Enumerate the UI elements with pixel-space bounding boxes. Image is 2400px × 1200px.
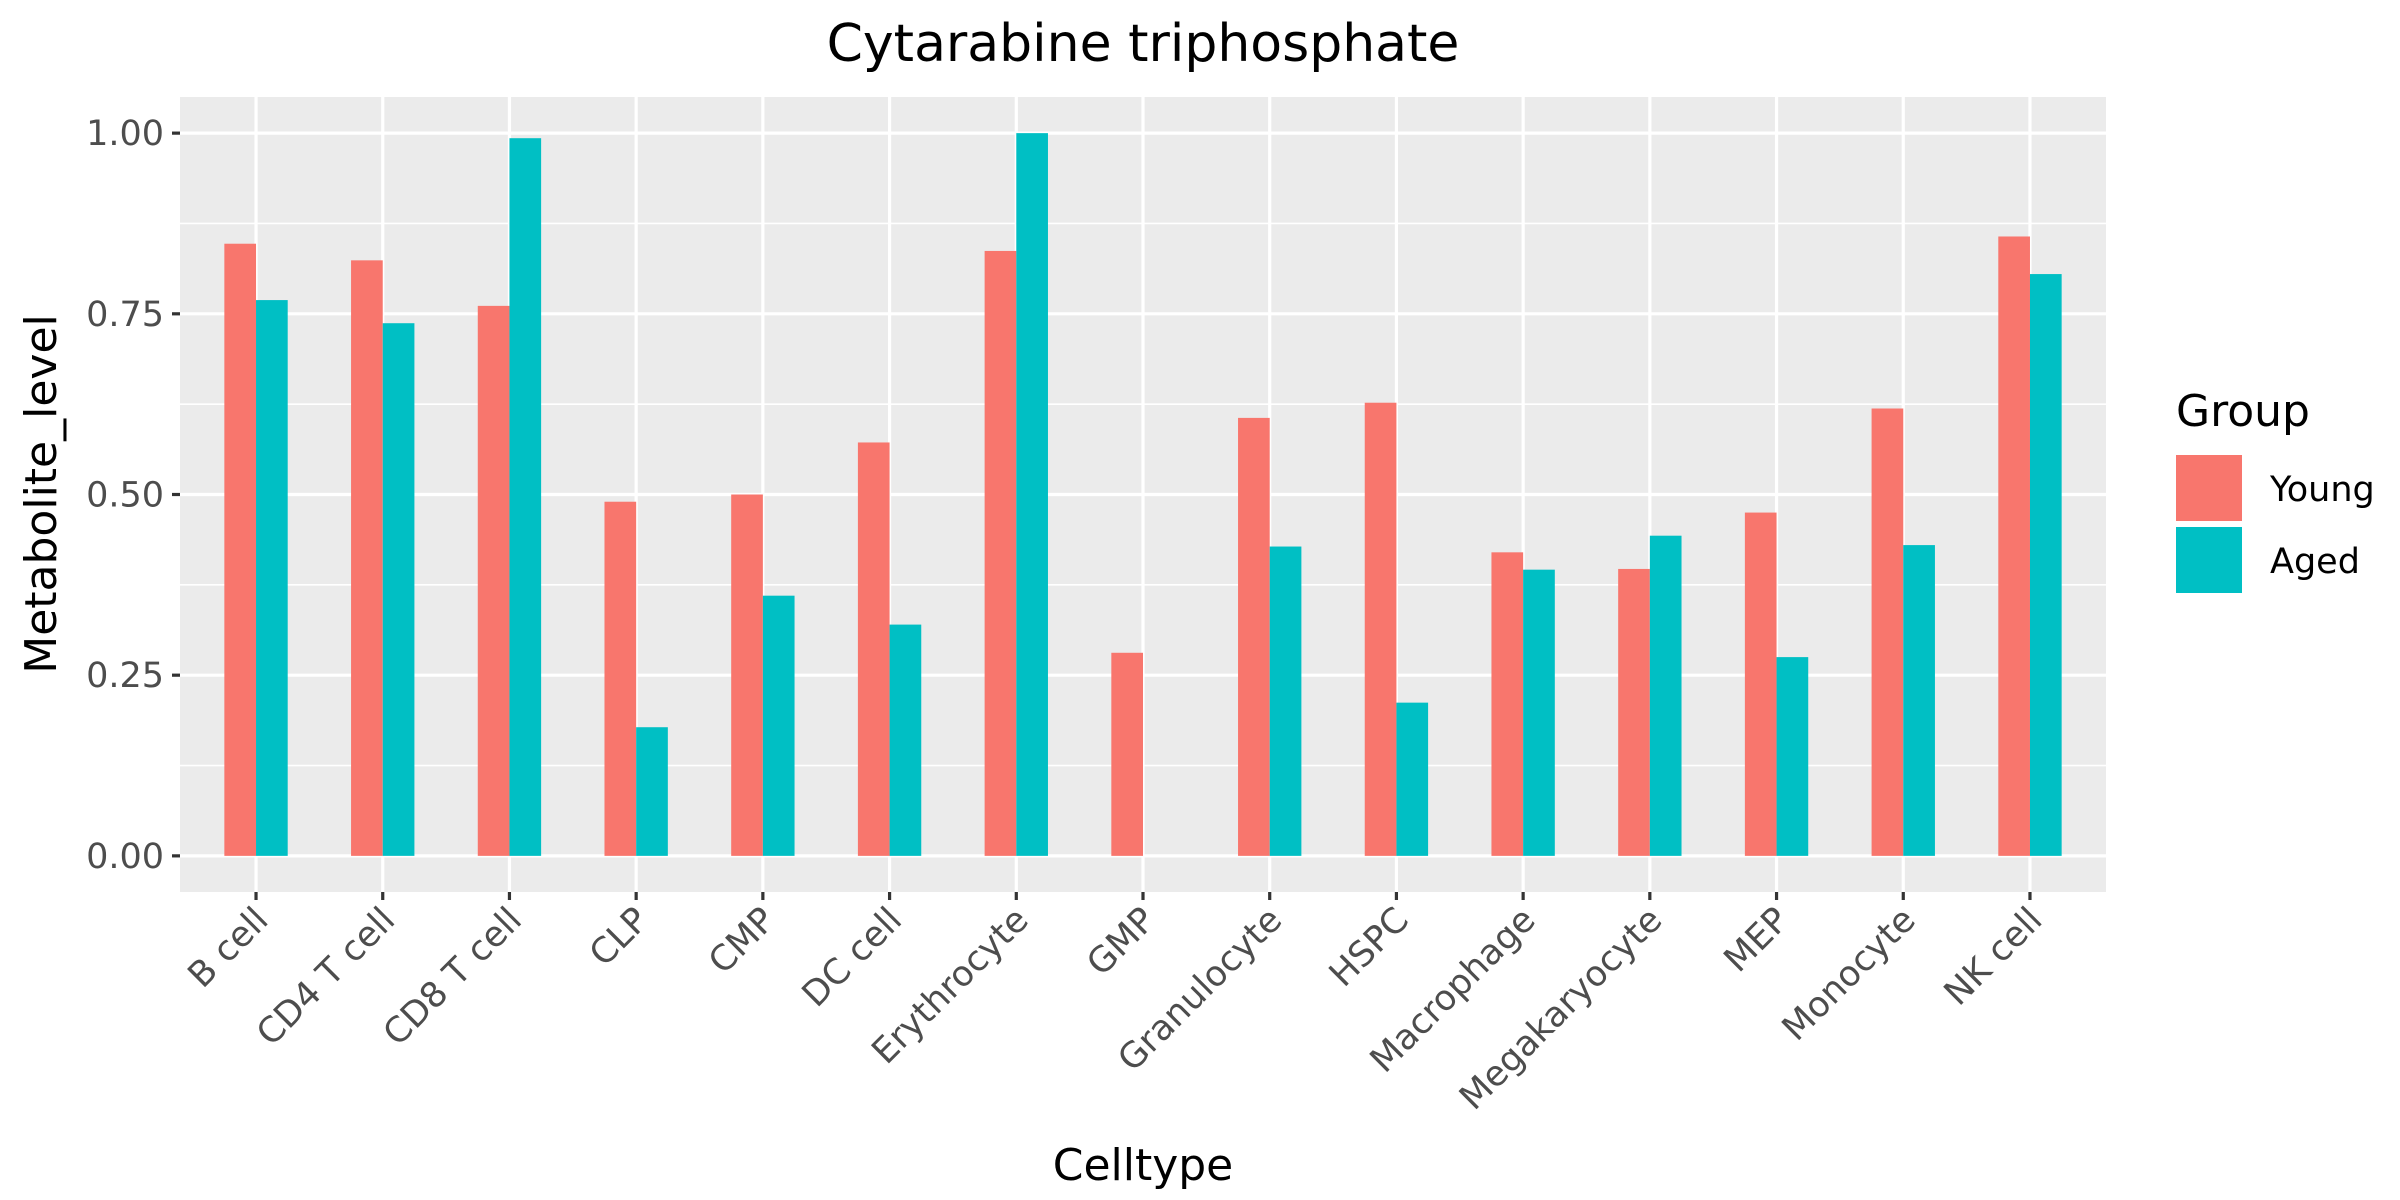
x-tick-label: Monocyte: [1775, 900, 1924, 1049]
legend-key-aged: [2176, 527, 2242, 593]
x-tick-label: HSPC: [1322, 900, 1417, 995]
bar-aged: [1523, 569, 1555, 856]
bar-young: [1364, 402, 1397, 856]
legend-title: Group: [2176, 386, 2310, 437]
bar-young: [1998, 236, 2030, 856]
bar-young: [1111, 652, 1143, 856]
bar-young: [1618, 568, 1650, 856]
y-axis-title: Metabolite_level: [16, 314, 67, 674]
bar-aged: [762, 595, 795, 856]
x-tick-label: CLP: [582, 900, 656, 974]
x-tick-label: NK cell: [1937, 900, 2050, 1013]
x-tick-label: GMP: [1080, 900, 1164, 984]
x-axis-title: Celltype: [1053, 1140, 1234, 1191]
bar-aged: [509, 138, 542, 856]
x-tick-label: CMP: [701, 900, 783, 982]
x-tick-label: MEP: [1717, 900, 1797, 980]
y-tick-label: 0.25: [86, 656, 164, 696]
x-tick-label: CD8 T cell: [376, 900, 530, 1054]
bar-aged: [636, 727, 668, 856]
bar-young: [1238, 417, 1270, 856]
y-tick-label: 1.00: [86, 114, 164, 154]
legend-key-young: [2176, 455, 2242, 521]
bar-aged: [382, 323, 415, 856]
bars: [224, 133, 2062, 856]
bar-aged: [1269, 546, 1302, 856]
bar-young: [731, 494, 763, 856]
bar-aged: [889, 624, 922, 856]
legend: Group Young Aged: [2176, 386, 2375, 593]
x-tick-label: DC cell: [795, 900, 910, 1015]
bar-aged: [1016, 133, 1048, 856]
bar-young: [1491, 552, 1524, 856]
bar-young: [224, 243, 257, 856]
bar-young: [1744, 512, 1777, 856]
x-tick-label: B cell: [181, 900, 277, 996]
legend-label-aged: Aged: [2270, 542, 2360, 582]
legend-label-young: Young: [2269, 470, 2375, 510]
bar-young: [857, 442, 890, 856]
bar-young: [984, 250, 1017, 856]
bar-young: [477, 305, 510, 856]
bar-young: [351, 260, 383, 856]
bar-aged: [1903, 545, 1935, 856]
bar-aged: [2029, 274, 2062, 856]
bar-aged: [256, 300, 288, 856]
y-axis: 0.00 0.25 0.50 0.75 1.00: [86, 114, 180, 877]
y-tick-label: 0.50: [86, 476, 164, 516]
bar-aged: [1649, 535, 1682, 856]
bar-young: [1871, 408, 1904, 856]
bar-aged: [1396, 702, 1429, 856]
bar-aged: [1776, 657, 1809, 856]
legend-items: Young Aged: [2176, 455, 2375, 593]
y-tick-label: 0.75: [86, 295, 164, 335]
bar-young: [604, 501, 637, 856]
chart-title: Cytarabine triphosphate: [827, 14, 1460, 74]
y-tick-label: 0.00: [86, 837, 164, 877]
